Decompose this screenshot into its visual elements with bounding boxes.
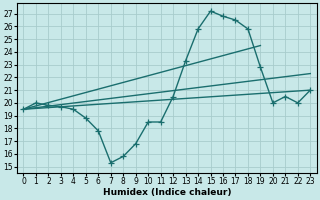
X-axis label: Humidex (Indice chaleur): Humidex (Indice chaleur) xyxy=(103,188,231,197)
